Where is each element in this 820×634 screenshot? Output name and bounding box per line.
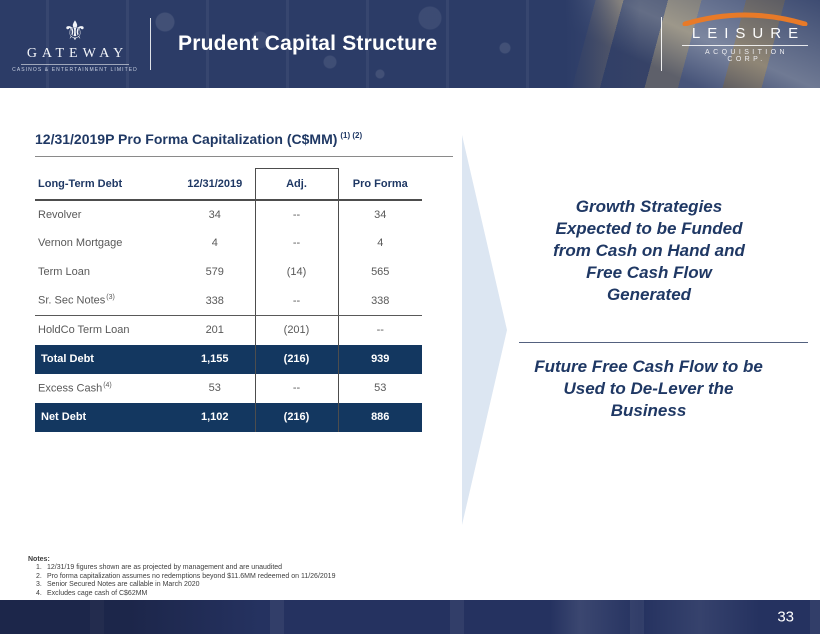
row-label: Excess Cash bbox=[38, 382, 103, 395]
slide-title: Prudent Capital Structure bbox=[178, 32, 438, 55]
row-label: Revolver bbox=[38, 208, 82, 221]
row-label-cell: Net Debt bbox=[35, 402, 175, 432]
leisure-logo-block: LEISURE ACQUISITION CORP. bbox=[681, 11, 809, 63]
note-item: 1. 12/31/19 figures shown are as projecte… bbox=[28, 564, 335, 573]
table-row: Excess Cash(4) 53 -- 53 bbox=[35, 373, 422, 403]
row-label: Sr. Sec Notes bbox=[38, 295, 106, 308]
cell-adj: -- bbox=[254, 286, 339, 316]
note-text: Senior Secured Notes are callable in Mar… bbox=[47, 581, 200, 588]
gateway-logo-name: GATEWAY bbox=[26, 46, 129, 61]
callout-divider-line bbox=[519, 342, 808, 343]
table-row: Total Debt 1,155 (216) 939 bbox=[35, 344, 422, 374]
section-title: 12/31/2019P Pro Forma Capitalization (C$… bbox=[35, 131, 362, 147]
row-label: Total Debt bbox=[41, 353, 94, 365]
cell-12-31-2019: 1,102 bbox=[175, 402, 255, 432]
orange-arc-icon bbox=[682, 12, 808, 26]
row-label-cell: Sr. Sec Notes(3) bbox=[35, 286, 175, 316]
column-header-adj: Adj. bbox=[254, 168, 339, 201]
note-text: 12/31/19 figures shown are as projected … bbox=[47, 564, 283, 571]
cell-12-31-2019: 34 bbox=[208, 208, 221, 221]
row-label: HoldCo Term Loan bbox=[38, 324, 130, 337]
gateway-logo-tagline: CASINOS & ENTERTAINMENT LIMITED bbox=[12, 67, 138, 73]
row-label: Vernon Mortgage bbox=[38, 237, 123, 249]
notes-heading: Notes: bbox=[28, 556, 50, 563]
capitalization-table-body: Revolver 34 -- 34 Vernon Mortgage 4 -- 4 Term Lo… bbox=[35, 199, 422, 432]
cell-12-31-2019: 1,155 bbox=[175, 344, 255, 374]
note-text: Excludes cage cash of C$62MM bbox=[47, 589, 148, 597]
column-header-long-term-debt: Long-Term Debt bbox=[35, 168, 175, 201]
notes-list: 1. 12/31/19 figures shown are as projecte… bbox=[28, 564, 335, 598]
cell-12-31-2019: 579 bbox=[205, 266, 224, 278]
row-footnote-ref: (4) bbox=[103, 381, 112, 389]
table-row: Term Loan 579 (14) 565 bbox=[35, 257, 422, 287]
table-row: Sr. Sec Notes(3) 338 -- 338 bbox=[35, 286, 422, 316]
row-label-cell: Revolver bbox=[35, 200, 175, 229]
cell-pro-forma: 4 bbox=[377, 237, 384, 249]
leisure-logo-name: LEISURE bbox=[691, 25, 806, 42]
gateway-logo: ⚜ GATEWAY CASINOS & ENTERTAINMENT LIMITE… bbox=[0, 15, 150, 73]
capitalization-table: Long-Term Debt 12/31/2019 Adj. Pro Forma… bbox=[35, 168, 422, 432]
callout-growth-strategies: Growth Strategies Expected to be Funded … bbox=[553, 197, 745, 305]
row-label-cell: Vernon Mortgage bbox=[35, 229, 175, 258]
cell-pro-forma: 34 bbox=[374, 208, 387, 221]
row-footnote-ref: (3) bbox=[106, 294, 115, 302]
section-title-footnote-refs: (1) (2) bbox=[340, 131, 363, 141]
cell-adj: -- bbox=[254, 199, 339, 229]
table-row: HoldCo Term Loan 201 (201) -- bbox=[35, 315, 422, 345]
cell-adj: -- bbox=[254, 373, 339, 403]
row-label-cell: Excess Cash(4) bbox=[35, 374, 175, 403]
header-divider bbox=[150, 18, 151, 70]
note-item: 3. Senior Secured Notes are callable in M… bbox=[28, 581, 335, 590]
table-row: Vernon Mortgage 4 -- 4 bbox=[35, 228, 422, 258]
row-label: Term Loan bbox=[38, 266, 90, 278]
cell-12-31-2019: 201 bbox=[205, 324, 224, 337]
column-header-12-31-2019: 12/31/2019 bbox=[175, 168, 255, 201]
leisure-logo: LEISURE ACQUISITION CORP. bbox=[565, 0, 820, 88]
row-label-cell: Total Debt bbox=[35, 344, 175, 374]
lotus-icon: ⚜ bbox=[62, 16, 88, 46]
note-item: 2. Pro forma capitalization assumes no re… bbox=[36, 572, 336, 580]
page-number: 33 bbox=[777, 608, 794, 626]
table-row: Revolver 34 -- 34 bbox=[35, 199, 422, 229]
cell-pro-forma: 53 bbox=[374, 382, 387, 394]
table-header-row: Long-Term Debt 12/31/2019 Adj. Pro Forma bbox=[35, 168, 422, 201]
header-bar: ⚜ GATEWAY CASINOS & ENTERTAINMENT LIMITE… bbox=[0, 0, 820, 88]
section-title-underline bbox=[35, 156, 453, 157]
table-row: Net Debt 1,102 (216) 886 bbox=[35, 402, 422, 432]
note-text: Pro forma capitalization assumes no rede… bbox=[47, 572, 336, 580]
cell-pro-forma: 338 bbox=[338, 286, 422, 316]
cell-pro-forma: 886 bbox=[338, 402, 422, 432]
gateway-logo-rule bbox=[21, 64, 129, 65]
cell-pro-forma: 939 bbox=[338, 344, 422, 374]
cell-12-31-2019: 53 bbox=[208, 382, 221, 394]
cell-adj: (201) bbox=[254, 315, 339, 345]
cell-pro-forma: -- bbox=[376, 324, 384, 337]
leisure-divider-line bbox=[661, 17, 662, 71]
chevron-arrow-shape bbox=[462, 135, 507, 525]
cell-adj: (216) bbox=[254, 344, 339, 374]
footer-bar: 33 bbox=[0, 600, 820, 634]
column-header-pro-forma: Pro Forma bbox=[338, 168, 422, 201]
section-title-text: 12/31/2019P Pro Forma Capitalization (C$… bbox=[35, 131, 338, 147]
leisure-logo-subtitle: ACQUISITION CORP. bbox=[705, 49, 788, 63]
callout-future-fcf: Future Free Cash Flow to be Used to De-L… bbox=[534, 357, 763, 421]
cell-pro-forma: 565 bbox=[371, 266, 390, 278]
row-label: Net Debt bbox=[41, 411, 87, 423]
cell-adj: (14) bbox=[254, 257, 339, 287]
cell-adj: (216) bbox=[254, 402, 339, 432]
cell-12-31-2019: 338 bbox=[175, 286, 255, 316]
cell-12-31-2019: 4 bbox=[211, 237, 218, 249]
leisure-logo-rule bbox=[682, 45, 808, 46]
row-label-cell: HoldCo Term Loan bbox=[35, 316, 175, 345]
note-item: 4. Excludes cage cash of C$62MM bbox=[28, 590, 335, 599]
notes-section: Notes: 1. 12/31/19 figures shown are as p… bbox=[28, 556, 335, 598]
cell-adj: -- bbox=[254, 228, 339, 258]
row-label-cell: Term Loan bbox=[35, 258, 175, 287]
